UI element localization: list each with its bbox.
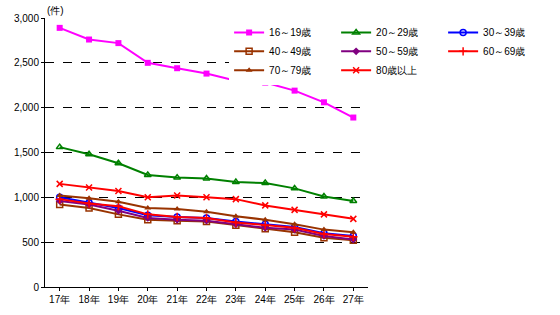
svg-text:25年: 25年 [284,294,305,305]
svg-text:21年: 21年 [167,294,188,305]
svg-text:70～79歳: 70～79歳 [269,65,311,76]
svg-text:26年: 26年 [313,294,334,305]
svg-text:1,000: 1,000 [14,192,39,203]
svg-text:3,000: 3,000 [14,13,39,24]
svg-text:23年: 23年 [225,294,246,305]
svg-text:16～19歳: 16～19歳 [269,27,311,38]
svg-text:19年: 19年 [108,294,129,305]
svg-text:20年: 20年 [137,294,158,305]
svg-text:(件): (件) [47,5,64,16]
svg-text:50～59歳: 50～59歳 [376,46,418,57]
svg-text:20～29歳: 20～29歳 [376,27,418,38]
svg-text:18年: 18年 [78,294,99,305]
svg-text:60～69歳: 60～69歳 [483,46,525,57]
svg-text:24年: 24年 [255,294,276,305]
svg-text:500: 500 [22,237,39,248]
svg-text:0: 0 [33,282,39,293]
svg-text:2,000: 2,000 [14,102,39,113]
svg-text:30～39歳: 30～39歳 [483,27,525,38]
svg-text:27年: 27年 [343,294,364,305]
svg-text:2,500: 2,500 [14,57,39,68]
svg-text:17年: 17年 [49,294,70,305]
svg-text:22年: 22年 [196,294,217,305]
svg-text:40～49歳: 40～49歳 [269,46,311,57]
svg-text:1,500: 1,500 [14,147,39,158]
svg-text:80歳以上: 80歳以上 [376,65,417,76]
